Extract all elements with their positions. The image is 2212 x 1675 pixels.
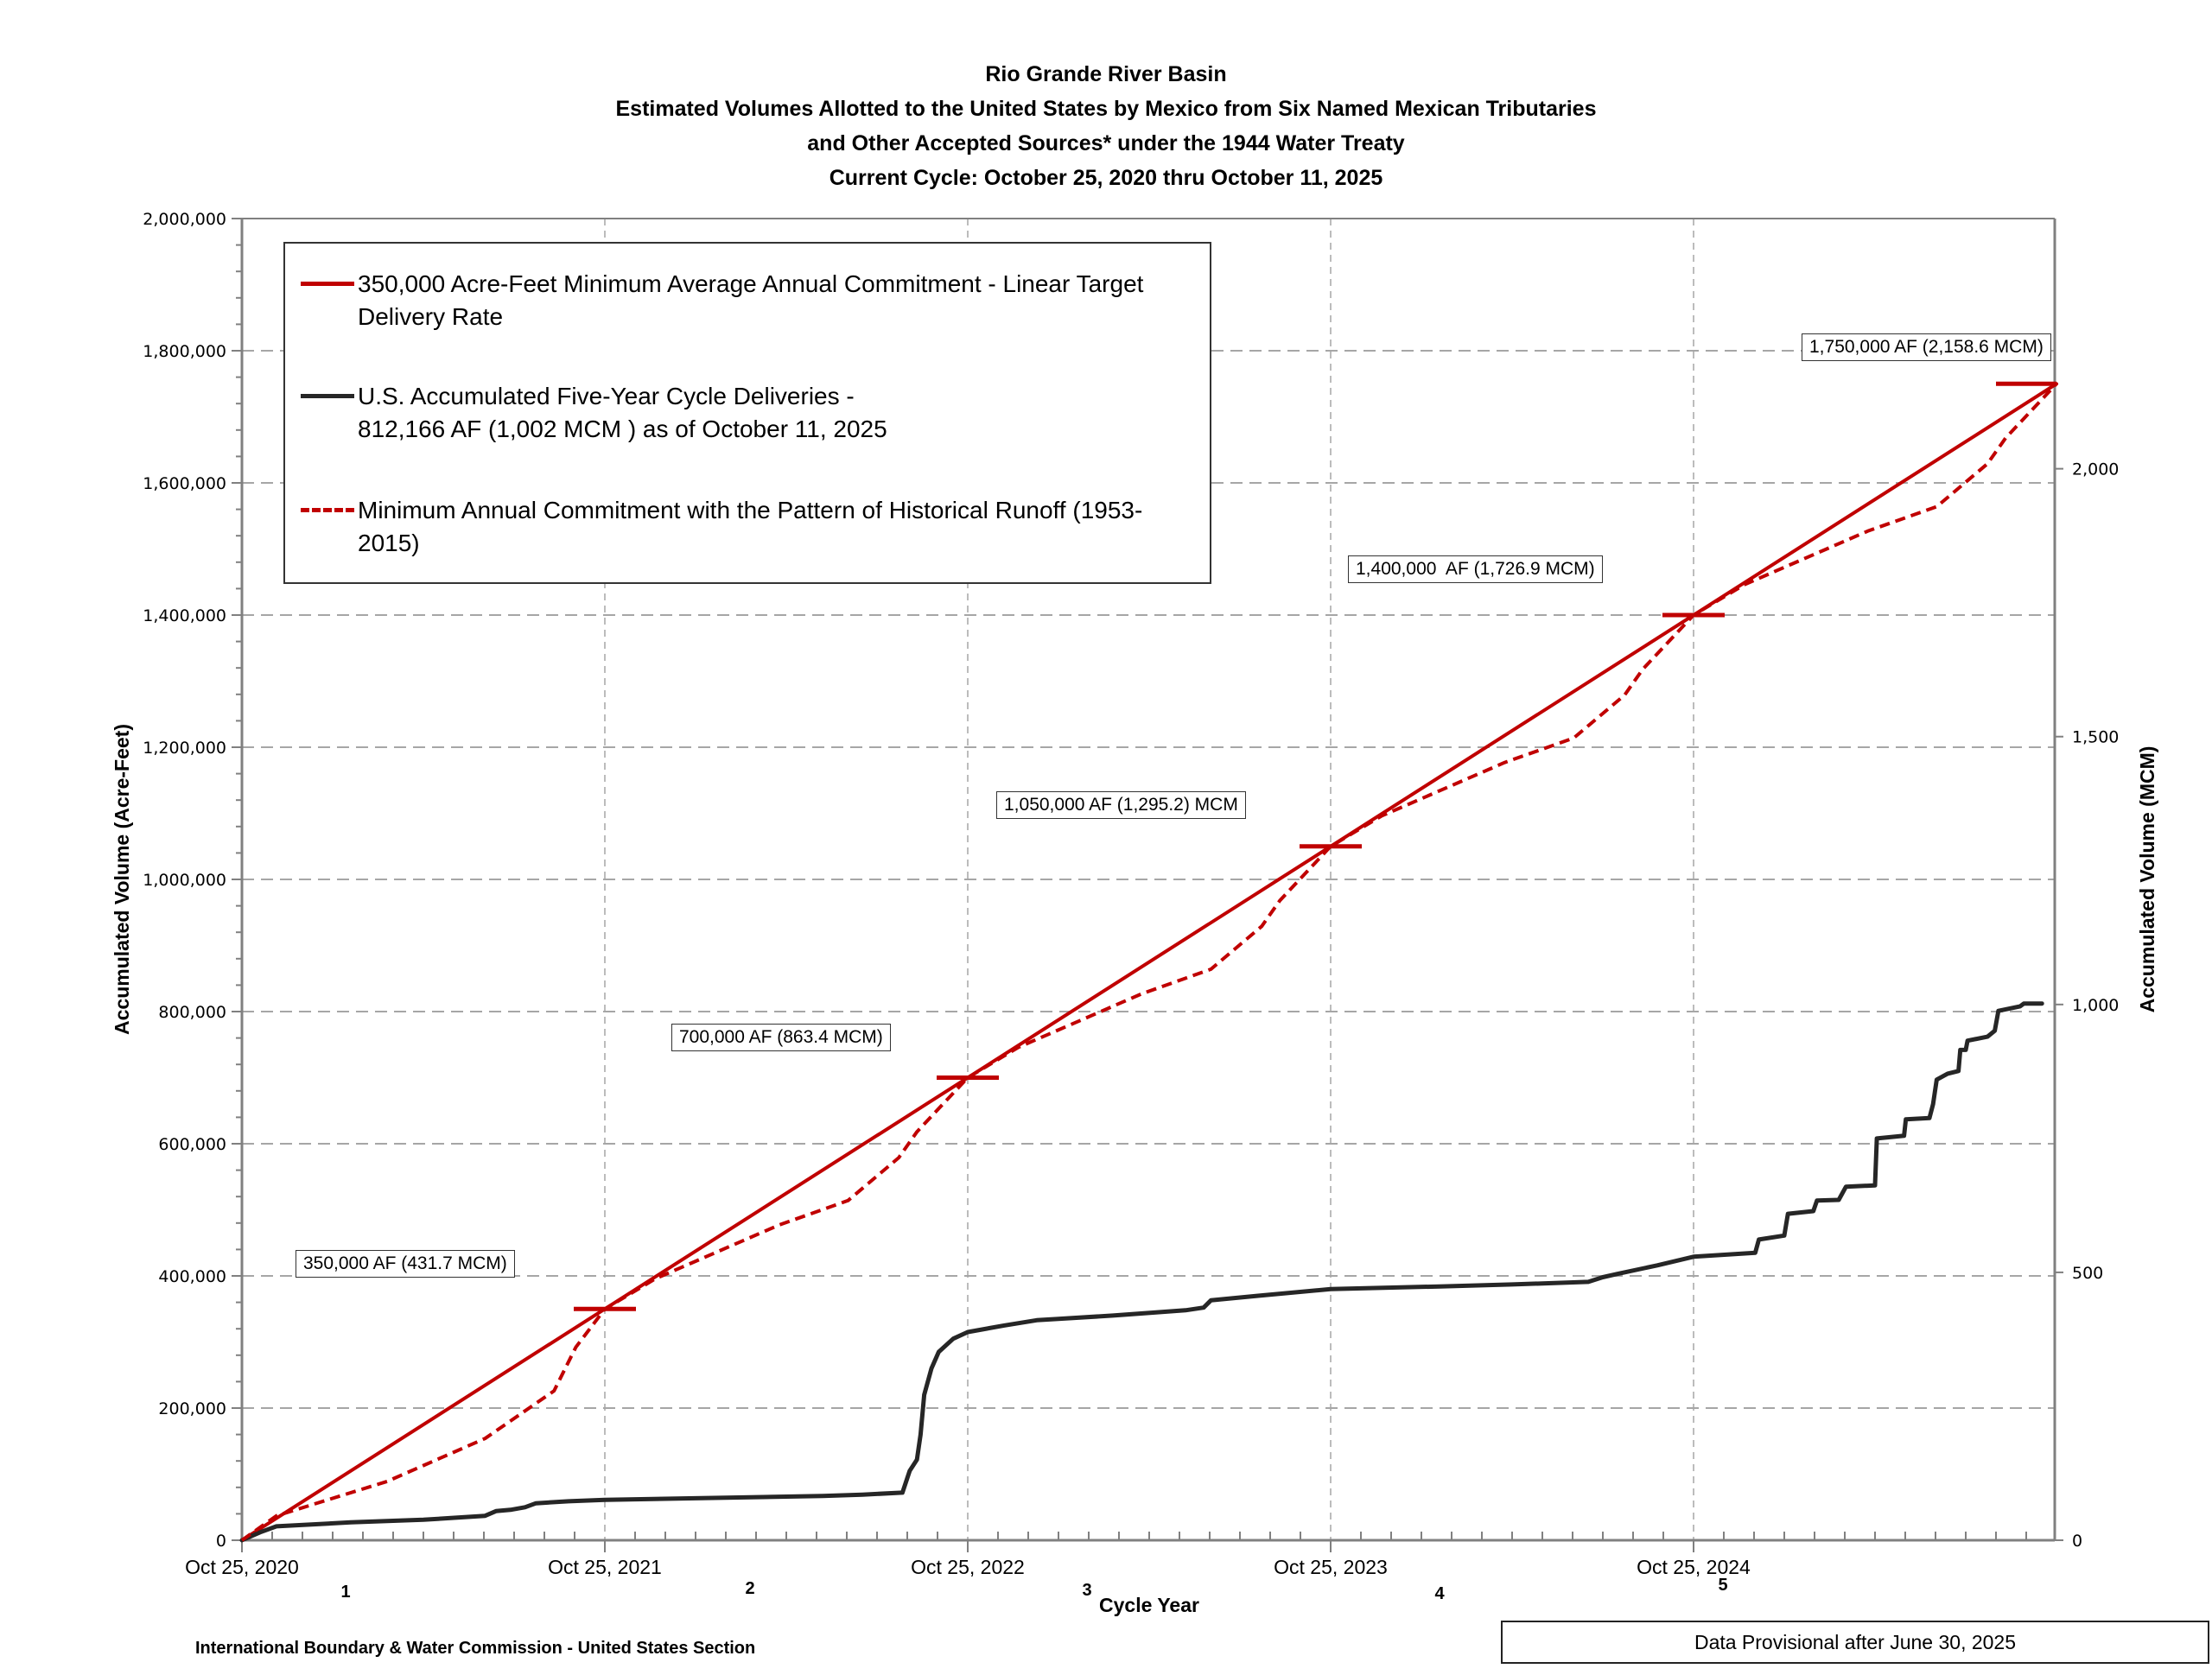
y-tick-label: 600,000 <box>158 1135 226 1154</box>
cycle-year-label: 1 <box>340 1583 350 1602</box>
legend: 350,000 Acre-Feet Minimum Average Annual… <box>283 242 1211 584</box>
milestone-label-year-3: 1,050,000 AF (1,295.2) MCM <box>996 791 1246 819</box>
linear-target-line <box>240 382 2058 1542</box>
title-line-1: Rio Grande River Basin <box>985 62 1227 86</box>
legend-item-linear-target: 350,000 Acre-Feet Minimum Average Annual… <box>301 268 1205 333</box>
milestone-label-year-1: 350,000 AF (431.7 MCM) <box>296 1250 515 1278</box>
title-line-3: and Other Accepted Sources* under the 19… <box>807 131 1405 155</box>
series-group <box>239 382 2058 1543</box>
cycle-year-label: 4 <box>1434 1584 1445 1603</box>
x-axis-label: Cycle Year <box>1099 1594 1199 1616</box>
y-axis-label: Accumulated Volume (Acre-Feet) <box>111 724 133 1035</box>
cycle-year-label: 2 <box>745 1579 754 1598</box>
milestone-label-year-5: 1,750,000 AF (2,158.6 MCM) <box>1802 333 2051 361</box>
milestone-markers <box>574 381 2056 1311</box>
y-right-tick-label: 1,500 <box>2072 728 2119 747</box>
x-tick-label: Oct 25, 2023 <box>1274 1556 1388 1578</box>
legend-text: Minimum Annual Commitment with the Patte… <box>358 497 1143 523</box>
y-right-tick-label: 500 <box>2072 1264 2103 1283</box>
gridlines <box>242 219 2055 1540</box>
x-tick-label: Oct 25, 2021 <box>548 1556 662 1578</box>
y-tick-label: 400,000 <box>158 1267 226 1286</box>
deliveries-line <box>239 1001 2044 1543</box>
y-right-tick-label: 0 <box>2072 1532 2082 1551</box>
y-axis-label-right: Accumulated Volume (MCM) <box>2136 746 2158 1013</box>
historical-runoff-line <box>240 382 2058 1542</box>
source-credit: International Boundary & Water Commissio… <box>195 1639 756 1658</box>
legend-swatch-solid-black <box>301 394 354 398</box>
cycle-year-label: 3 <box>1082 1581 1091 1600</box>
y-tick-label: 1,000,000 <box>143 871 226 890</box>
y-right-tick-label: 1,000 <box>2072 996 2119 1015</box>
cycle-year-label: 5 <box>1718 1576 1727 1595</box>
y-tick-label: 2,000,000 <box>143 210 226 229</box>
ticks: 0 200,000 400,000 600,000 800,000 1,000,000 1,… <box>143 210 2119 1603</box>
legend-text: 2015) <box>358 530 420 556</box>
chart-title: Rio Grande River Basin Estimated Volumes… <box>0 57 2212 195</box>
milestone-label-year-4: 1,400,000 AF (1,726.9 MCM) <box>1348 555 1603 583</box>
y-tick-label: 1,800,000 <box>143 342 226 361</box>
y-right-tick-label: 2,000 <box>2072 460 2119 479</box>
legend-text: 350,000 Acre-Feet Minimum Average Annual… <box>358 270 1144 297</box>
legend-text: 812,166 AF (1,002 MCM ) as of October 11… <box>358 416 887 442</box>
milestone-label-year-2: 700,000 AF (863.4 MCM) <box>671 1024 891 1051</box>
y-tick-label: 200,000 <box>158 1399 226 1418</box>
x-tick-label: Oct 25, 2024 <box>1637 1556 1751 1578</box>
y-tick-label: 1,200,000 <box>143 739 226 758</box>
y-tick-label: 800,000 <box>158 1003 226 1022</box>
y-tick-label: 0 <box>216 1532 226 1551</box>
legend-text: U.S. Accumulated Five-Year Cycle Deliver… <box>358 383 855 409</box>
legend-swatch-dashed-red <box>301 508 354 512</box>
y-tick-label: 1,400,000 <box>143 606 226 625</box>
title-line-2: Estimated Volumes Allotted to the United… <box>615 97 1597 121</box>
legend-text: Delivery Rate <box>358 303 504 330</box>
x-tick-label: Oct 25, 2020 <box>185 1556 299 1578</box>
legend-item-deliveries: U.S. Accumulated Five-Year Cycle Deliver… <box>301 380 1205 446</box>
legend-item-historical-runoff: Minimum Annual Commitment with the Patte… <box>301 494 1205 560</box>
title-line-4: Current Cycle: October 25, 2020 thru Oct… <box>829 166 1383 190</box>
legend-swatch-solid-red <box>301 282 354 286</box>
y-tick-label: 1,600,000 <box>143 474 226 493</box>
provisional-note: Data Provisional after June 30, 2025 <box>1501 1621 2209 1664</box>
x-tick-label: Oct 25, 2022 <box>911 1556 1025 1578</box>
